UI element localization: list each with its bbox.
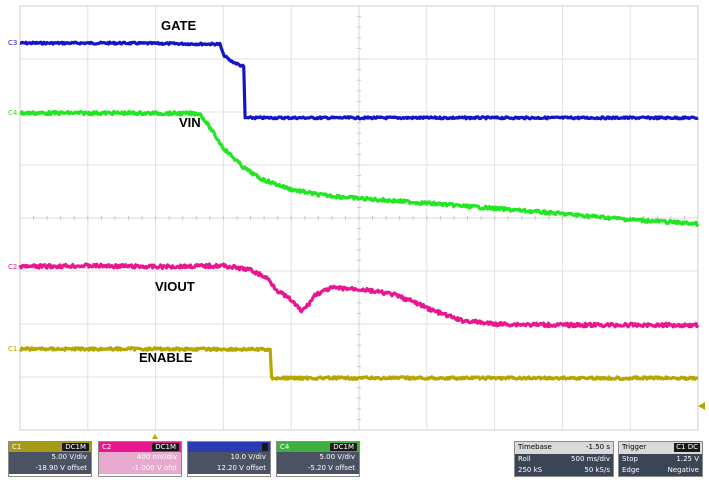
trigger-box[interactable]: Trigger C1 DC Stop 1.25 V Edge Negative: [618, 441, 703, 477]
trigger-badge: C1 DC: [674, 443, 700, 452]
trace-enable: [18, 346, 699, 381]
plot-border: [19, 5, 699, 431]
channel-offset: 12.20 V offset: [188, 463, 270, 474]
oscilloscope-display: C3 C4 C2 C1 GATE VIN VIOUT ENABLE: [8, 5, 705, 431]
trigger-slope: Negative: [667, 466, 699, 474]
channel-scale: 5.00 V/div: [9, 452, 91, 463]
trigger-label: Trigger: [622, 443, 647, 451]
timebase-delay: -1.50 s: [586, 443, 610, 451]
channel-scale: 5.00 V/div: [277, 452, 359, 463]
label-enable: ENABLE: [139, 350, 193, 365]
trigger-mode: Stop: [622, 454, 638, 463]
coupling-badge: DC1M: [330, 443, 357, 451]
channel-box-c1[interactable]: C1 DC1M 5.00 V/div -18.90 V offset: [8, 441, 92, 477]
channel-marker-c4: C4: [8, 109, 18, 117]
channel-box-c2[interactable]: C2 DC1M 400 mV/div -1.000 V ofst: [98, 441, 182, 477]
timebase-label: Timebase: [518, 443, 552, 451]
channel-id: C4: [280, 443, 290, 451]
trace-viout: [18, 262, 700, 329]
channel-scale: 10.0 V/div: [188, 452, 270, 463]
timebase-rate: 50 kS/s: [584, 466, 610, 474]
coupling-badge: DC1M: [152, 443, 179, 451]
trace-gate: [19, 40, 699, 121]
grid: [19, 5, 699, 431]
status-bar: C1 DC1M 5.00 V/div -18.90 V offset C2 DC1M…: [0, 434, 709, 480]
coupling-badge: DC1M: [62, 443, 89, 451]
channel-offset: -18.90 V offset: [9, 463, 91, 474]
trigger-level-marker: [698, 402, 705, 410]
timebase-points: 250 kS: [518, 466, 543, 474]
channel-box-c3[interactable]: 10.0 V/div 12.20 V offset: [187, 441, 271, 477]
channel-offset: -1.000 V ofst: [99, 463, 181, 474]
channel-marker-c1: C1: [8, 345, 17, 353]
label-viout: VIOUT: [155, 279, 195, 294]
trigger-level: 1.25 V: [676, 454, 699, 463]
traces: [18, 40, 700, 381]
trigger-position-marker: [152, 434, 158, 439]
channel-box-c4[interactable]: C4 DC1M 5.00 V/div -5.20 V offset: [276, 441, 360, 477]
channel-id: C2: [102, 443, 112, 451]
channel-markers: C3 C4 C2 C1: [8, 39, 18, 353]
label-gate: GATE: [161, 18, 196, 33]
trace-vin: [19, 109, 700, 227]
timebase-box[interactable]: Timebase -1.50 s Roll 500 ms/div 250 kS 50 …: [514, 441, 614, 477]
channel-scale: 400 mV/div: [99, 452, 181, 463]
trace-labels: GATE VIN VIOUT ENABLE: [139, 18, 201, 365]
coupling-badge: [262, 443, 268, 451]
timebase-scale: 500 ms/div: [571, 454, 610, 463]
trigger-type: Edge: [622, 466, 640, 474]
channel-offset: -5.20 V offset: [277, 463, 359, 474]
channel-marker-c3: C3: [8, 39, 17, 47]
label-vin: VIN: [179, 115, 201, 130]
channel-id: C1: [12, 443, 22, 451]
channel-marker-c2: C2: [8, 263, 17, 271]
timebase-mode: Roll: [518, 454, 531, 463]
